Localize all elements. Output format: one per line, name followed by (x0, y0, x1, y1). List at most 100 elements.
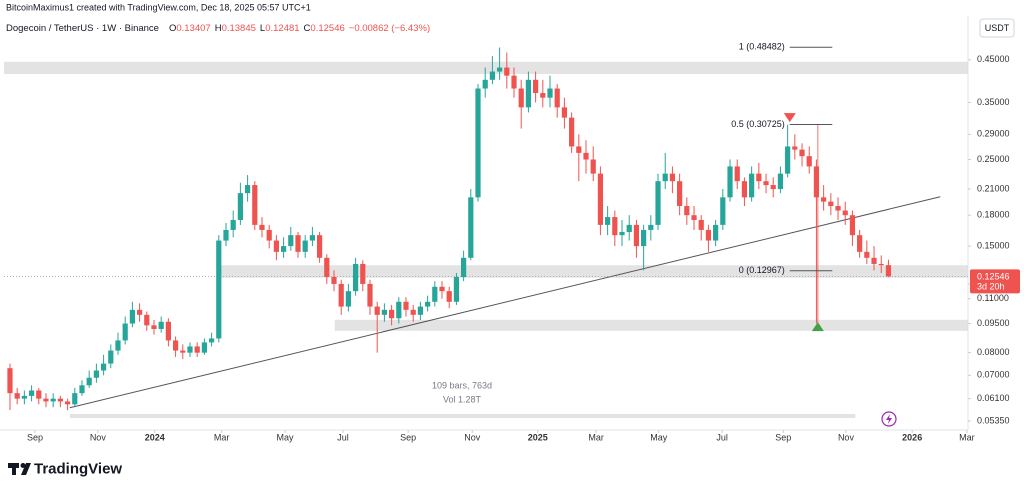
logo-mark (12, 463, 16, 475)
icon-ring[interactable] (881, 411, 897, 427)
candle-body (605, 217, 611, 225)
candle-body (172, 340, 179, 351)
legend-prefix: C (304, 23, 311, 34)
candle-body (626, 224, 632, 233)
axes: 0.05350 0.06100 0.07000 0.08000 0.09500 0.110… (27, 54, 1020, 442)
candle-body (446, 291, 452, 302)
candle-body (871, 257, 877, 264)
candle-body (389, 309, 395, 319)
stats-text: Vol 1.28T (443, 394, 482, 404)
candle-body (648, 224, 654, 230)
x-tick-label: Mar (214, 432, 230, 442)
x-tick-label: Sep (400, 432, 416, 442)
candle-body (662, 173, 668, 182)
x-tick-label: Mar (959, 432, 975, 442)
candle-body (669, 173, 676, 182)
candle-body (136, 309, 143, 315)
y-tick-label: 0.09500 (977, 318, 1010, 328)
icon-bolt[interactable] (886, 414, 892, 424)
x-tick-label: 2024 (145, 432, 165, 442)
legend-value: 0.13407 (176, 23, 210, 34)
x-tick-label: Jul (716, 432, 728, 442)
candle-body (727, 166, 733, 198)
candle-body (705, 229, 712, 241)
logo: TradingView (8, 460, 122, 477)
y-tick-label: 0.21000 (977, 183, 1010, 193)
x-tick-label: Nov (90, 432, 107, 442)
candle-body (799, 149, 805, 157)
candle-body (151, 325, 157, 329)
candle-body (100, 363, 107, 371)
price-label-box (970, 269, 1020, 294)
trendline (69, 196, 941, 409)
candle-body (612, 217, 618, 236)
candle-body (266, 229, 272, 241)
candle-body (857, 235, 863, 252)
candle-body (115, 340, 121, 351)
x-tick-label: Jul (337, 432, 349, 442)
candle-body (345, 291, 351, 307)
candle-body (504, 67, 510, 76)
x-tick-label: May (277, 432, 295, 442)
candle-body (7, 368, 13, 394)
y-tick-label: 0.08000 (977, 347, 1010, 357)
candle-body (237, 193, 243, 220)
candle-body (720, 197, 726, 225)
candle-body (561, 107, 568, 118)
candle-body (367, 283, 373, 307)
legend-value: 0.13845 (222, 23, 256, 34)
candle-body (698, 219, 704, 230)
candle-body (547, 88, 553, 98)
legend-value: 0.12546 (310, 23, 344, 34)
candle-body (842, 210, 848, 216)
candle-body (461, 257, 467, 278)
y-tick-label: 0.06100 (977, 393, 1010, 403)
x-tick-label: Nov (838, 432, 855, 442)
candle-body (338, 283, 344, 307)
candle-body (489, 71, 496, 80)
candle-body (194, 346, 200, 353)
candle-body (749, 173, 755, 198)
candle-body (352, 263, 359, 292)
candle-body (540, 93, 546, 98)
candle-body (713, 224, 719, 241)
candle-body (374, 306, 380, 315)
candle-body (43, 398, 49, 402)
candle-body (259, 224, 265, 230)
logo-mark (20, 463, 26, 468)
y-tick-label: 0.25000 (977, 154, 1010, 164)
y-tick-label: 0.15000 (977, 240, 1010, 250)
candle-body (777, 173, 784, 190)
stats-text: 109 bars, 763d (432, 380, 492, 390)
plot: 109 bars, 763d Vol 1.28T 1 (0.48482) 0.5 (0… (4, 42, 969, 418)
candle-body (741, 181, 748, 198)
candle-body (849, 215, 856, 236)
candle-body (316, 235, 323, 258)
candle-body (288, 235, 294, 247)
zone (4, 61, 968, 74)
currency[interactable]: USDT (985, 23, 1010, 33)
currency-box[interactable] (979, 18, 1015, 38)
candle-body (252, 185, 258, 225)
candle-body (230, 219, 236, 230)
candle-body (576, 146, 582, 153)
candle-body (864, 251, 870, 258)
candle-body (885, 265, 892, 277)
candle-body (165, 321, 171, 341)
candle-body (122, 323, 128, 341)
candle-body (835, 206, 841, 211)
y-tick-label: 0.35000 (977, 97, 1010, 107)
y-tick-label: 0.11000 (977, 293, 1009, 303)
candle-body (554, 88, 560, 108)
candle-body (57, 398, 63, 402)
stats-range (69, 414, 856, 418)
legend-title: Dogecoin / TetherUS · 1W · Binance (6, 23, 159, 34)
legend-change: −0.00862 (−6.43%) (349, 23, 430, 34)
x-tick-label: Nov (464, 432, 481, 442)
candle-body (597, 173, 604, 225)
replay-icon[interactable] (881, 411, 897, 427)
candle-body (381, 309, 388, 315)
candle-body (533, 79, 539, 94)
candle-body (518, 88, 524, 108)
candle-body (64, 401, 71, 405)
